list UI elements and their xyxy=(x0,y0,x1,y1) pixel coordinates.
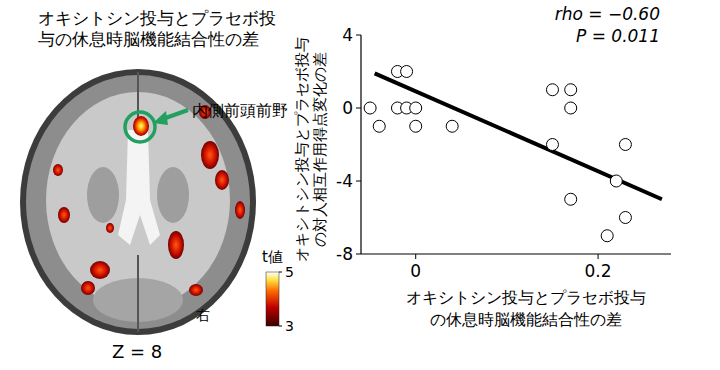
x-tick-label: 0 xyxy=(410,261,421,281)
plot-marks xyxy=(364,66,662,242)
title: 与の休息時脳機能結合性の差 xyxy=(38,29,259,49)
activation-blob xyxy=(81,281,95,295)
data-point xyxy=(446,120,458,132)
activation-blob xyxy=(235,201,245,219)
colorbar-tick-label: 5 xyxy=(285,264,294,280)
stat-annotation: rho = −0.60 xyxy=(555,4,660,24)
y-tick xyxy=(356,108,361,109)
x-tick xyxy=(598,254,599,259)
data-point xyxy=(410,102,422,114)
data-point xyxy=(619,139,631,151)
y-tick-label: -8 xyxy=(336,244,353,264)
ventricle xyxy=(118,130,160,245)
stat-annotation: P = 0.011 xyxy=(576,26,660,46)
data-point xyxy=(619,212,631,224)
region-label: 内側前頭前野 xyxy=(192,101,288,120)
activation-blob xyxy=(90,261,110,279)
x-tick xyxy=(415,254,416,259)
y-tick xyxy=(356,35,361,36)
data-point xyxy=(610,175,622,187)
y-axis xyxy=(360,35,361,254)
x-axis xyxy=(361,253,671,254)
data-point xyxy=(364,102,376,114)
x-axis-label: の休息時脳機能結合性の差 xyxy=(430,310,622,329)
arrow-head xyxy=(153,111,168,125)
y-axis-label: の対人相互作用得点変化の差 xyxy=(311,52,329,247)
activation-blob xyxy=(215,170,229,190)
data-point xyxy=(401,66,413,78)
data-point xyxy=(410,120,422,132)
activation-blob xyxy=(168,231,184,259)
data-point xyxy=(565,102,577,114)
activation-blob xyxy=(58,207,70,223)
y-tick-label: -4 xyxy=(336,171,353,191)
activation-blob xyxy=(53,164,63,176)
y-tick xyxy=(356,181,361,182)
data-point xyxy=(546,139,558,151)
colorbar xyxy=(266,272,279,326)
title: オキシトシン投与とプラセボ投 xyxy=(38,8,276,28)
basal-ganglia xyxy=(87,167,119,223)
side-label: 右 xyxy=(196,307,210,323)
data-point xyxy=(565,193,577,205)
colorbar-tick xyxy=(279,326,282,327)
colorbar-tick xyxy=(279,272,282,273)
data-point xyxy=(546,84,558,96)
colorbar-tick-label: 3 xyxy=(285,318,294,334)
y-tick-label: 4 xyxy=(342,25,353,45)
y-tick-label: 0 xyxy=(342,98,353,118)
slice-label: Z = 8 xyxy=(112,341,162,362)
regression-line xyxy=(375,73,662,199)
x-axis-label: オキシトシン投与とプラセボ投与 xyxy=(406,288,646,307)
data-point xyxy=(601,230,613,242)
basal-ganglia xyxy=(157,167,189,223)
figure: オキシトシン投与とプラセボ投与の休息時脳機能結合性の差内側前頭前野右Z = 8t… xyxy=(0,0,720,370)
data-point xyxy=(373,120,385,132)
activation-blob xyxy=(106,223,114,233)
colorbar-label: t値 xyxy=(262,248,283,266)
midline xyxy=(137,255,139,332)
y-axis-label: オキシトシン投与とプラセボ投与 xyxy=(293,37,311,262)
roi-circle xyxy=(125,112,155,142)
activation-blob xyxy=(201,141,219,169)
data-point xyxy=(565,84,577,96)
x-tick-label: 0.2 xyxy=(585,261,612,281)
activation-blob xyxy=(133,116,149,136)
activation-blob xyxy=(189,284,203,296)
y-tick xyxy=(356,254,361,255)
